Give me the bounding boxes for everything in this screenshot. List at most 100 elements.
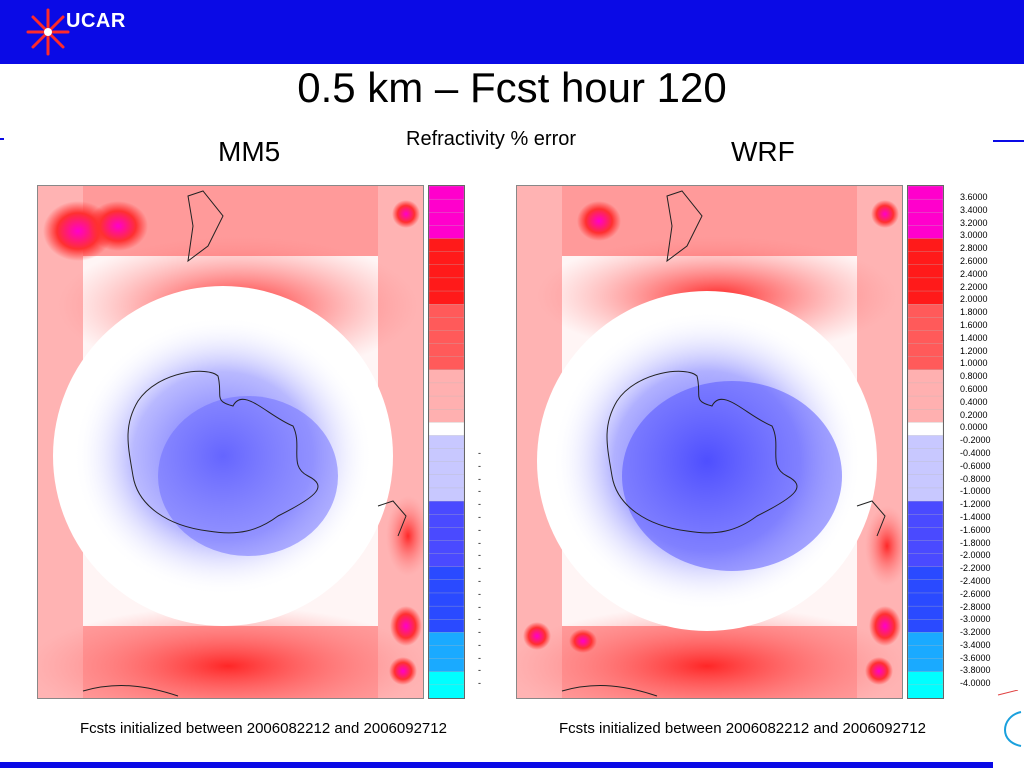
map-mm5 <box>37 185 424 699</box>
colorbar-swatch <box>908 527 943 542</box>
colorbar-tick-label: 3.0000 <box>960 230 988 241</box>
colorbar-swatch <box>908 422 943 437</box>
colorbar-swatch <box>429 343 464 358</box>
colorbar-tick-mark: - <box>478 627 481 638</box>
slide-title: 0.5 km – Fcst hour 120 <box>297 64 727 111</box>
colorbar-tick-label: 2.6000 <box>960 255 988 266</box>
colorbar-tick-mark <box>478 268 481 281</box>
colorbar-swatch <box>429 356 464 371</box>
colorbar-swatch <box>908 435 943 450</box>
colorbar-swatch <box>429 198 464 213</box>
colorbar-swatch <box>429 225 464 240</box>
left-divider <box>0 138 4 140</box>
colorbar-tick-label: 2.0000 <box>960 294 988 305</box>
colorbar-swatch <box>429 645 464 660</box>
colorbar-swatch <box>908 225 943 240</box>
colorbar-swatch <box>908 500 943 515</box>
colorbar-tick-label: 2.8000 <box>960 243 988 254</box>
colorbar-swatch <box>908 212 943 227</box>
colorbar-swatch <box>908 238 943 253</box>
colorbar-tick-label: -1.6000 <box>960 524 991 535</box>
colorbar-tick-mark <box>478 357 481 370</box>
colorbar-swatch <box>908 579 943 594</box>
colorbar-swatch <box>429 619 464 634</box>
colorbar-swatch <box>908 619 943 634</box>
colorbar-tick-mark <box>478 217 481 230</box>
colorbar-tick-label: 1.8000 <box>960 307 988 318</box>
colorbar-tick-mark: - <box>478 563 481 574</box>
colorbar-tick-label: 3.4000 <box>960 204 988 215</box>
colorbar-swatch <box>908 514 943 528</box>
colorbar-tick-label: -0.8000 <box>960 473 991 484</box>
colorbar-mm5 <box>428 185 465 699</box>
colorbar-tick-mark: - <box>478 665 481 676</box>
colorbar-swatch <box>429 527 464 542</box>
colorbar-swatch <box>908 553 943 568</box>
colorbar-tick-label: 0.4000 <box>960 396 988 407</box>
map-wrf <box>516 185 903 699</box>
colorbar-swatch <box>908 566 943 581</box>
colorbar-swatch <box>429 605 464 620</box>
colorbar-swatch <box>908 304 943 318</box>
colorbar-tick-mark: - <box>478 601 481 612</box>
colorbar-tick-label: -1.8000 <box>960 537 991 548</box>
colorbar-swatch <box>908 409 943 423</box>
colorbar-swatch <box>908 198 943 213</box>
colorbar-tick-label: -2.8000 <box>960 601 991 612</box>
colorbar-swatch <box>908 592 943 607</box>
colorbar-swatch <box>908 395 943 410</box>
colorbar-swatch <box>429 487 464 502</box>
colorbar-swatch <box>908 645 943 660</box>
right-divider <box>993 140 1024 142</box>
colorbar-swatch <box>429 395 464 410</box>
colorbar-swatch <box>429 592 464 607</box>
colorbar-swatch <box>429 658 464 673</box>
colorbar-swatch <box>908 474 943 489</box>
colorbar-swatch <box>429 566 464 581</box>
colorbar-tick-mark <box>478 396 481 409</box>
colorbar-tick-label: -3.6000 <box>960 652 991 663</box>
colorbar-swatch <box>429 186 464 200</box>
colorbar-tick-label: -1.2000 <box>960 499 991 510</box>
colorbar-swatch <box>429 632 464 647</box>
panel-label-mm5: MM5 <box>218 136 281 167</box>
colorbar-swatch <box>429 409 464 423</box>
colorbar-tick-mark: - <box>478 639 481 650</box>
colorbar-tick-label: -3.4000 <box>960 639 991 650</box>
colorbar-tick-mark <box>478 383 481 396</box>
colorbar-tick-mark <box>478 345 481 358</box>
colorbar-swatch <box>429 290 464 305</box>
colorbar-swatch <box>429 514 464 528</box>
colorbar-mm5-ticks: ------------------- <box>478 191 481 690</box>
colorbar-swatch <box>429 448 464 463</box>
colorbar-swatch <box>429 369 464 384</box>
colorbar-swatch <box>429 540 464 555</box>
colorbar-tick-label: -0.4000 <box>960 447 991 458</box>
colorbar-tick-mark: - <box>478 511 481 522</box>
colorbar-tick-label: 0.0000 <box>960 422 988 433</box>
colorbar-swatch <box>429 500 464 515</box>
colorbar-tick-label: -0.2000 <box>960 435 991 446</box>
colorbar-tick-mark <box>478 421 481 434</box>
colorbar-tick-mark: - <box>478 460 481 471</box>
colorbar-swatch <box>908 671 943 686</box>
colorbar-swatch <box>908 632 943 647</box>
colorbar-tick-label: 3.6000 <box>960 192 988 202</box>
colorbar-tick-mark <box>478 229 481 242</box>
colorbar-swatch <box>908 684 943 698</box>
colorbar-swatch <box>429 330 464 345</box>
corner-logo-icon <box>997 690 1022 747</box>
colorbar-swatch <box>908 251 943 266</box>
colorbar-tick-mark: - <box>478 537 481 548</box>
colorbar-tick-label: -4.0000 <box>960 678 991 689</box>
colorbar-swatch <box>429 671 464 686</box>
colorbar-tick-mark: - <box>478 486 481 497</box>
colorbar-tick-label: -3.8000 <box>960 665 991 676</box>
colorbar-tick-mark: - <box>478 499 481 510</box>
colorbar-tick-label: 0.8000 <box>960 371 988 382</box>
caption-mm5: Fcsts initialized between 2006082212 and… <box>80 720 447 737</box>
colorbar-tick-label: -3.2000 <box>960 627 991 638</box>
colorbar-swatch <box>908 186 943 200</box>
colorbar-tick-label: -2.2000 <box>960 563 991 574</box>
colorbar-tick-mark: - <box>478 678 481 689</box>
